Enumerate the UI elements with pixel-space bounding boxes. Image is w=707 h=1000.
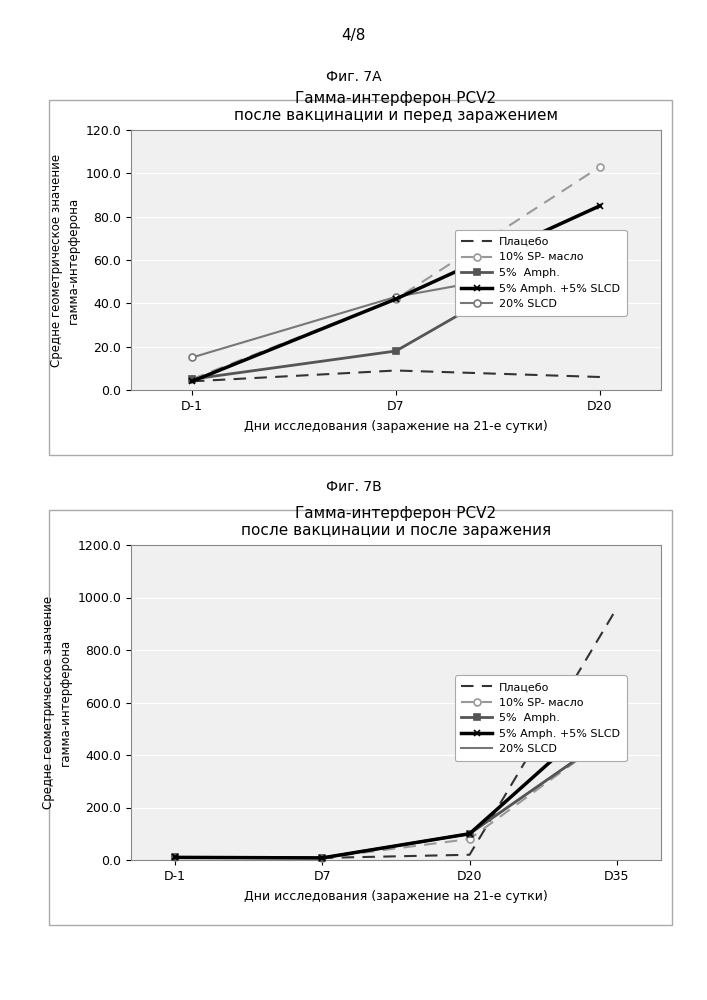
Line: 5%  Amph.: 5% Amph. bbox=[172, 728, 620, 861]
5%  Amph. bbox=[188, 373, 197, 385]
Line: 5% Amph. +5% SLCD: 5% Amph. +5% SLCD bbox=[189, 202, 603, 385]
Плацебо bbox=[318, 852, 327, 864]
Плацебо bbox=[613, 602, 621, 614]
20% SLCD bbox=[188, 351, 197, 363]
Line: Плацебо: Плацебо bbox=[175, 608, 617, 858]
Text: 4/8: 4/8 bbox=[341, 28, 366, 43]
20% SLCD bbox=[392, 291, 400, 303]
5% Amph. +5% SLCD bbox=[318, 852, 327, 864]
20% SLCD bbox=[613, 725, 621, 737]
Y-axis label: Средне геометрическое значение
гамма-интерферона: Средне геометрическое значение гамма-инт… bbox=[49, 153, 80, 367]
Line: Плацебо: Плацебо bbox=[192, 370, 600, 381]
Title: Гамма-интерферон PCV2
после вакцинации и после заражения: Гамма-интерферон PCV2 после вакцинации и… bbox=[241, 506, 551, 538]
5%  Amph. bbox=[465, 828, 474, 840]
X-axis label: Дни исследования (заражение на 21-е сутки): Дни исследования (заражение на 21-е сутк… bbox=[244, 420, 548, 433]
5% Amph. +5% SLCD bbox=[188, 375, 197, 387]
5%  Amph. bbox=[613, 725, 621, 737]
5% Amph. +5% SLCD bbox=[465, 828, 474, 840]
Плацебо bbox=[188, 375, 197, 387]
20% SLCD bbox=[595, 254, 604, 266]
Line: 10% SP- масло: 10% SP- масло bbox=[189, 163, 603, 383]
Line: 20% SLCD: 20% SLCD bbox=[175, 731, 617, 858]
Y-axis label: Средне геометрическое значение
гамма-интерферона: Средне геометрическое значение гамма-инт… bbox=[42, 596, 71, 809]
10% SP- масло bbox=[595, 161, 604, 173]
10% SP- масло bbox=[318, 852, 327, 864]
Legend: Плацебо, 10% SP- масло, 5%  Amph., 5% Amph. +5% SLCD, 20% SLCD: Плацебо, 10% SP- масло, 5% Amph., 5% Amp… bbox=[455, 230, 626, 316]
5%  Amph. bbox=[171, 851, 180, 863]
Плацебо bbox=[595, 371, 604, 383]
Line: 5%  Amph.: 5% Amph. bbox=[189, 231, 603, 383]
10% SP- масло bbox=[613, 725, 621, 737]
Text: Фиг. 7А: Фиг. 7А bbox=[326, 70, 381, 84]
Legend: Плацебо, 10% SP- масло, 5%  Amph., 5% Amph. +5% SLCD, 20% SLCD: Плацебо, 10% SP- масло, 5% Amph., 5% Amp… bbox=[455, 675, 626, 761]
Line: 5% Amph. +5% SLCD: 5% Amph. +5% SLCD bbox=[172, 699, 620, 861]
Text: Фиг. 7B: Фиг. 7B bbox=[326, 480, 381, 494]
5% Amph. +5% SLCD bbox=[392, 293, 400, 305]
10% SP- масло bbox=[188, 373, 197, 385]
Line: 20% SLCD: 20% SLCD bbox=[189, 257, 603, 361]
20% SLCD bbox=[171, 851, 180, 863]
10% SP- масло bbox=[392, 293, 400, 305]
5%  Amph. bbox=[595, 228, 604, 240]
5%  Amph. bbox=[318, 852, 327, 864]
Плацебо bbox=[465, 849, 474, 861]
5% Amph. +5% SLCD bbox=[171, 851, 180, 863]
20% SLCD bbox=[465, 828, 474, 840]
5%  Amph. bbox=[392, 345, 400, 357]
Title: Гамма-интерферон PCV2
после вакцинации и перед заражением: Гамма-интерферон PCV2 после вакцинации и… bbox=[234, 91, 558, 123]
5% Amph. +5% SLCD bbox=[595, 200, 604, 212]
5% Amph. +5% SLCD bbox=[613, 696, 621, 708]
10% SP- масло bbox=[171, 851, 180, 863]
20% SLCD bbox=[318, 852, 327, 864]
10% SP- масло bbox=[465, 833, 474, 845]
Плацебо bbox=[171, 851, 180, 863]
Плацебо bbox=[392, 364, 400, 376]
X-axis label: Дни исследования (заражение на 21-е сутки): Дни исследования (заражение на 21-е сутк… bbox=[244, 890, 548, 903]
Line: 10% SP- масло: 10% SP- масло bbox=[172, 728, 620, 861]
